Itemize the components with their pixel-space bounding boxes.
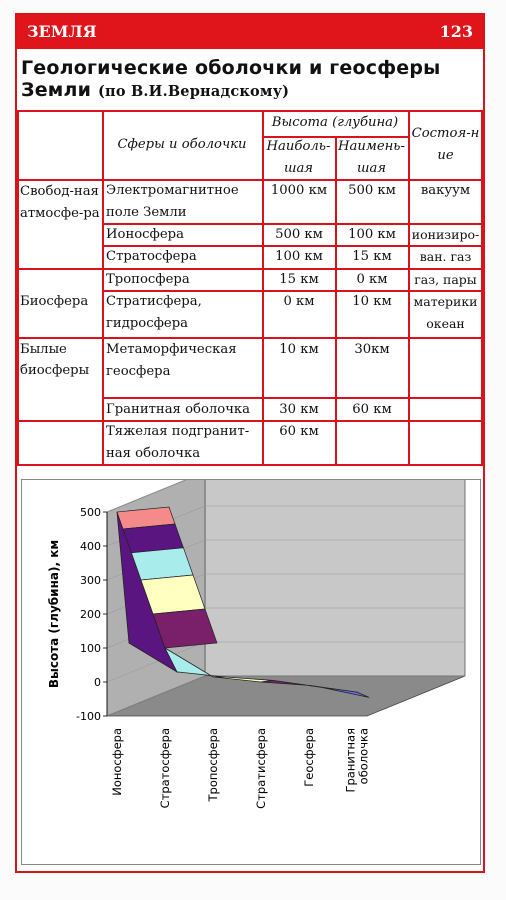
col-spheres-header: Сферы и оболочки [117, 137, 247, 152]
x-tick-label: Ионосфера [110, 728, 124, 796]
page-title: Геологические оболочки и геосферы Земли … [21, 57, 481, 103]
col-min-header: Наимень-шая [338, 139, 405, 176]
y-tick-label: 500 [80, 506, 101, 519]
surface-band [140, 574, 206, 615]
col-state-header: Состоя-ние [411, 126, 480, 163]
row-max: 10 км [279, 342, 319, 357]
x-tick-label: Геосфера [302, 728, 316, 787]
row-name: Гранитная оболочка [106, 402, 251, 417]
surface-chart: 500 400 300 200 100 0 -100 Высота (глубина), км… [47, 471, 466, 809]
section-name: ЗЕМЛЯ [27, 22, 97, 41]
row-min: 0 км [356, 272, 388, 287]
row-max: 100 км [275, 249, 323, 264]
row-name: Метаморфическая геосфера [106, 342, 237, 379]
row-min: 15 км [352, 249, 392, 264]
row-state: материки океан [413, 294, 478, 331]
title-author: (по В.И.Вернадскому) [97, 83, 290, 100]
x-tick-label-group: Гранитная оболочка [344, 728, 371, 793]
row-max: 1000 км [270, 183, 328, 198]
row-name: Ионосфера [106, 227, 184, 242]
y-tick-label: 100 [80, 642, 101, 655]
y-axis-label: Высота (глубина), км [47, 540, 61, 688]
y-tick-label: 200 [80, 608, 101, 621]
col-max-header: Наиболь-шая [266, 139, 331, 176]
row-max: 60 км [279, 424, 319, 439]
group-atmosphere: Свобод-ная атмосфе-ра [20, 184, 100, 221]
row-name: Электромагнитное поле Земли [106, 183, 239, 220]
row-min: 60 км [352, 402, 392, 417]
page-frame: ЗЕМЛЯ 123 Геологические оболочки и геосф… [15, 13, 485, 873]
x-tick-label: Стратисфера [254, 728, 268, 809]
x-tick-label-group: Ионосфера [110, 728, 124, 796]
row-name: Тропосфера [106, 272, 190, 287]
y-tick-label: -100 [76, 710, 101, 723]
y-tick-label: 300 [80, 574, 101, 587]
surface-band [130, 547, 194, 581]
x-tick-label-group: Стратисфера [254, 728, 268, 809]
spheres-table: Сферы и оболочки Высота (глубина) Наибол… [17, 110, 483, 466]
x-tick-label-group: Стратосфера [158, 728, 172, 808]
chart-container: 500 400 300 200 100 0 -100 Высота (глубина), км… [21, 471, 481, 865]
surface-segment [308, 685, 370, 698]
x-tick-label-group: Тропосфера [206, 728, 220, 803]
surface-band [152, 608, 218, 649]
row-state: ионизиро- [411, 227, 480, 242]
row-min: 10 км [352, 294, 392, 309]
row-max: 0 км [283, 294, 315, 309]
y-tick-label: 0 [94, 676, 101, 689]
row-max: 30 км [279, 402, 319, 417]
group-biosphere: Биосфера [20, 294, 89, 309]
row-name: Тяжелая подгранит-ная оболочка [106, 424, 250, 461]
gridline [106, 675, 465, 717]
section-header: ЗЕМЛЯ 123 [17, 15, 483, 49]
x-tick-label: оболочка [357, 728, 371, 784]
row-state: газ, пары [414, 272, 477, 287]
page-number: 123 [439, 22, 473, 41]
row-max: 500 км [275, 227, 323, 242]
col-height-header: Высота (глубина) [271, 115, 399, 130]
row-max: 15 км [279, 272, 319, 287]
row-name: Стратосфера [106, 249, 197, 264]
x-tick-label: Стратосфера [158, 728, 172, 808]
x-tick-label: Тропосфера [206, 728, 220, 803]
group-past-biospheres: Былые биосферы [20, 342, 90, 378]
title-main: Геологические оболочки и геосферы Земли [21, 57, 441, 101]
x-tick-label-group: Геосфера [302, 728, 316, 787]
row-name: Стратисфера, гидросфера [106, 294, 202, 331]
x-tick-label: Гранитная [344, 728, 358, 793]
row-min: 100 км [348, 227, 396, 242]
y-tick-label: 400 [80, 540, 101, 553]
row-min: 30км [354, 342, 390, 357]
row-min: 500 км [348, 183, 396, 198]
back-wall [204, 471, 466, 677]
row-state: вакуум [420, 183, 471, 198]
row-state: ван. газ [419, 249, 472, 264]
